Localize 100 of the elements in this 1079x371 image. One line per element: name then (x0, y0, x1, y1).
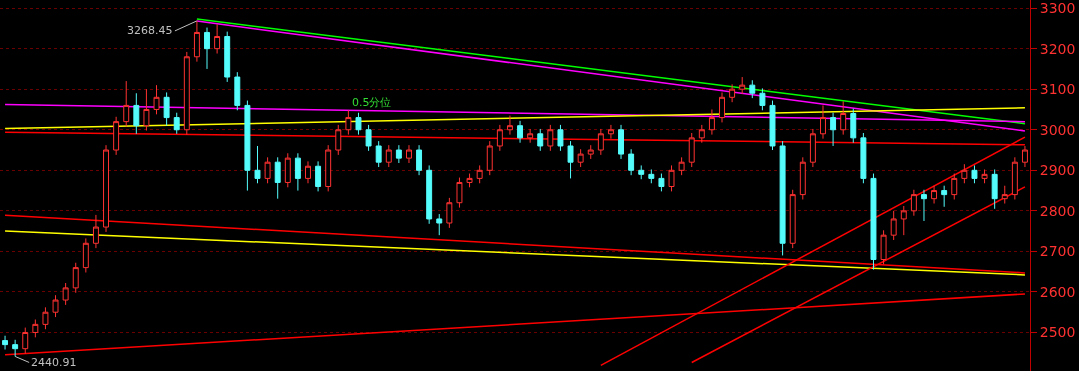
candlestick (961, 163, 968, 184)
candlestick (739, 76, 746, 95)
candlestick (173, 112, 180, 135)
candlestick (688, 132, 695, 168)
candlestick (395, 144, 402, 164)
candlestick (729, 83, 736, 103)
candlestick (305, 160, 311, 184)
candlestick (72, 262, 79, 294)
candlestick (325, 144, 332, 192)
candlestick (820, 104, 826, 140)
candlestick (517, 120, 524, 144)
candlestick (22, 327, 29, 355)
candlestick (496, 124, 503, 152)
candlestick (1021, 145, 1028, 168)
candlestick (708, 108, 715, 136)
candlestick (254, 145, 261, 184)
candlestick (355, 112, 362, 136)
candlestick (789, 189, 796, 249)
candlestick (971, 164, 978, 184)
candlestick (32, 319, 39, 338)
candlestick (52, 294, 59, 318)
candlestick (587, 144, 594, 160)
candlestick (931, 185, 938, 205)
candlestick (1011, 156, 1018, 200)
candlestick (12, 339, 19, 357)
series-label: 0.5分位 (352, 96, 392, 109)
candlestick (224, 31, 231, 83)
candlestick (456, 177, 463, 209)
candlestick (638, 164, 645, 180)
candlestick (385, 144, 392, 168)
candlestick (618, 124, 624, 160)
candlestick (315, 160, 322, 192)
candlestick (941, 185, 948, 208)
y-tick-label: 3300 (1039, 0, 1076, 17)
candlestick (375, 140, 382, 168)
candlestick (365, 124, 372, 152)
candlestick (527, 128, 534, 144)
candlestick (577, 148, 584, 168)
candlestick (759, 87, 766, 111)
y-tick-label: 3100 (1039, 81, 1076, 98)
candlestick (244, 100, 251, 192)
candlestick (113, 116, 120, 156)
y-tick-label: 2800 (1039, 202, 1076, 219)
candlestick (648, 168, 655, 184)
candlestick (921, 189, 927, 222)
candlestick (779, 140, 786, 256)
candlestick (547, 124, 554, 152)
candlestick (991, 168, 998, 210)
candlestick (274, 156, 281, 200)
candlestick (486, 140, 493, 176)
candlestick (476, 164, 483, 184)
candlestick (860, 132, 867, 184)
candlestick (153, 84, 160, 115)
candlestick (42, 306, 49, 330)
candlestick (62, 282, 69, 306)
candlestick (749, 79, 756, 99)
candlestick (466, 173, 473, 188)
candlestick (446, 197, 453, 229)
candlestick (769, 100, 776, 151)
candlestick (204, 27, 210, 70)
candlestick (163, 91, 170, 127)
candlestick (406, 144, 412, 164)
candlestick (103, 144, 109, 233)
candlestick (607, 124, 614, 140)
candlestick (900, 205, 907, 236)
candlestick (698, 124, 705, 144)
candlestick (799, 156, 806, 200)
candlestick (678, 156, 685, 176)
candlestick (880, 229, 887, 265)
candlestick (567, 140, 574, 179)
candlestick (840, 100, 847, 136)
candlestick (183, 51, 190, 136)
candlestick (668, 164, 675, 192)
candlestick (658, 173, 665, 192)
candlestick (335, 124, 342, 156)
candlestick (910, 189, 917, 217)
candlestick (143, 88, 150, 132)
candlestick (951, 173, 958, 200)
candlestick (214, 23, 221, 55)
candlestick (981, 168, 988, 184)
candlestick (537, 128, 544, 152)
y-tick-label: 3200 (1039, 40, 1076, 57)
annotation: 2440.91 (31, 356, 77, 369)
candlestick (597, 128, 604, 156)
candlestick (284, 152, 291, 188)
candlestick (2, 335, 9, 351)
candlestick (436, 213, 443, 236)
candlestick (133, 92, 140, 135)
annotation: 3268.45 (127, 24, 173, 37)
candlestick (890, 210, 897, 241)
candlestick (193, 20, 200, 63)
y-tick-label: 2600 (1039, 283, 1076, 300)
candlestick (234, 71, 241, 111)
candlestick (92, 214, 99, 249)
candlestick (416, 144, 423, 176)
candlestick (809, 128, 816, 168)
candlestick (870, 173, 877, 271)
candlestick (850, 108, 857, 144)
candlestick (294, 152, 301, 192)
candlestick (123, 80, 130, 127)
